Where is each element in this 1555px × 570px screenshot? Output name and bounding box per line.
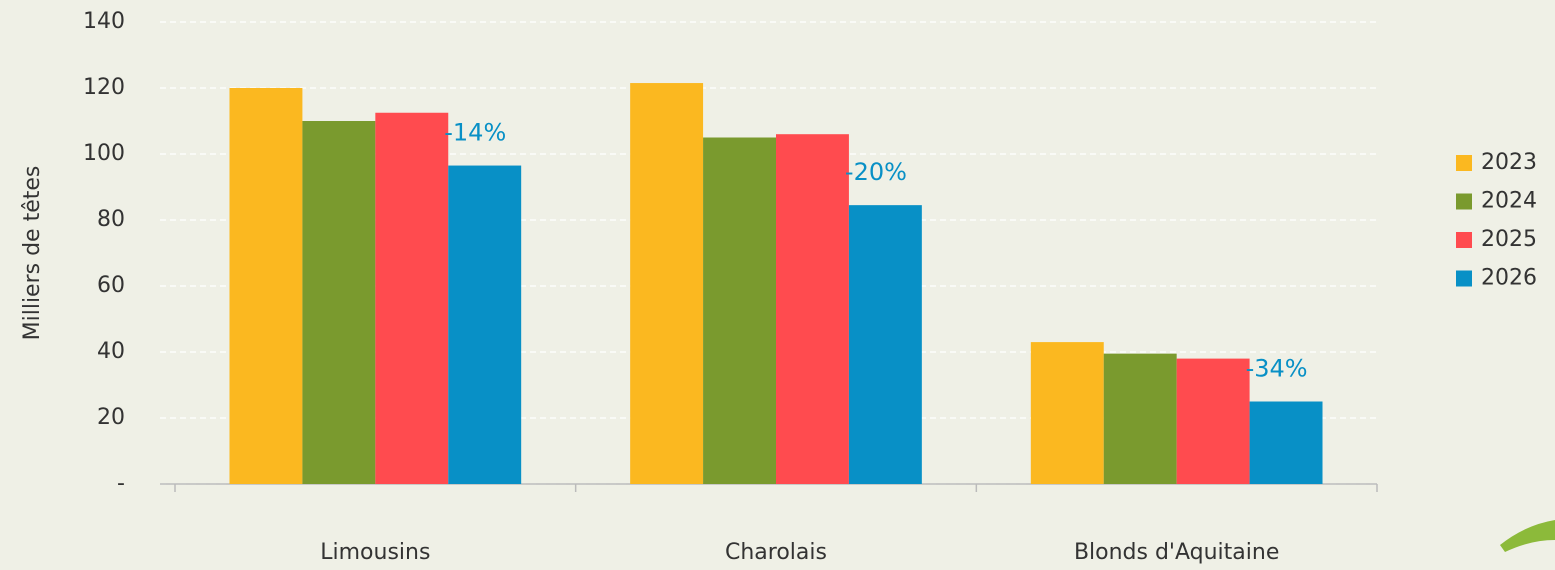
bar bbox=[848, 205, 922, 484]
y-tick-label: 60 bbox=[97, 273, 125, 298]
bar bbox=[630, 83, 704, 485]
x-tick-label: Blonds d'Aquitaine bbox=[1074, 540, 1279, 565]
annotation: -14% bbox=[444, 119, 506, 147]
bar bbox=[776, 134, 849, 484]
y-tick-label: 40 bbox=[97, 339, 125, 364]
y-axis-label: Milliers de têtes bbox=[20, 166, 45, 341]
y-tick-label: 20 bbox=[97, 405, 125, 430]
y-tick-label: 80 bbox=[97, 207, 125, 232]
bar bbox=[448, 165, 522, 485]
bar bbox=[1176, 358, 1250, 484]
y-tick-label: 140 bbox=[83, 9, 125, 34]
legend-label: 2025 bbox=[1481, 227, 1537, 252]
annotation: -34% bbox=[1246, 355, 1308, 383]
legend-label: 2026 bbox=[1481, 266, 1537, 291]
legend-swatch bbox=[1456, 232, 1472, 248]
y-tick-label: - bbox=[117, 471, 125, 496]
legend-swatch bbox=[1456, 270, 1472, 287]
x-tick-label: Charolais bbox=[725, 540, 827, 565]
logo bbox=[1500, 520, 1555, 552]
legend-label: 2024 bbox=[1481, 189, 1537, 214]
legend-swatch bbox=[1456, 193, 1472, 210]
annotation: -20% bbox=[845, 158, 907, 186]
x-tick-label: Limousins bbox=[320, 540, 430, 565]
bar bbox=[229, 88, 303, 484]
bar bbox=[302, 121, 376, 484]
legend-label: 2023 bbox=[1481, 150, 1537, 175]
bar bbox=[1249, 401, 1323, 484]
bar bbox=[1030, 342, 1104, 484]
bar bbox=[1103, 353, 1177, 484]
y-tick-label: 100 bbox=[83, 141, 125, 166]
bar bbox=[703, 137, 776, 484]
y-tick-label: 120 bbox=[83, 75, 125, 100]
legend-swatch bbox=[1456, 155, 1472, 171]
bar bbox=[375, 112, 449, 484]
